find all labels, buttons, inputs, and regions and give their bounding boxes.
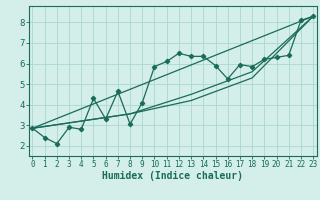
X-axis label: Humidex (Indice chaleur): Humidex (Indice chaleur): [102, 171, 243, 181]
